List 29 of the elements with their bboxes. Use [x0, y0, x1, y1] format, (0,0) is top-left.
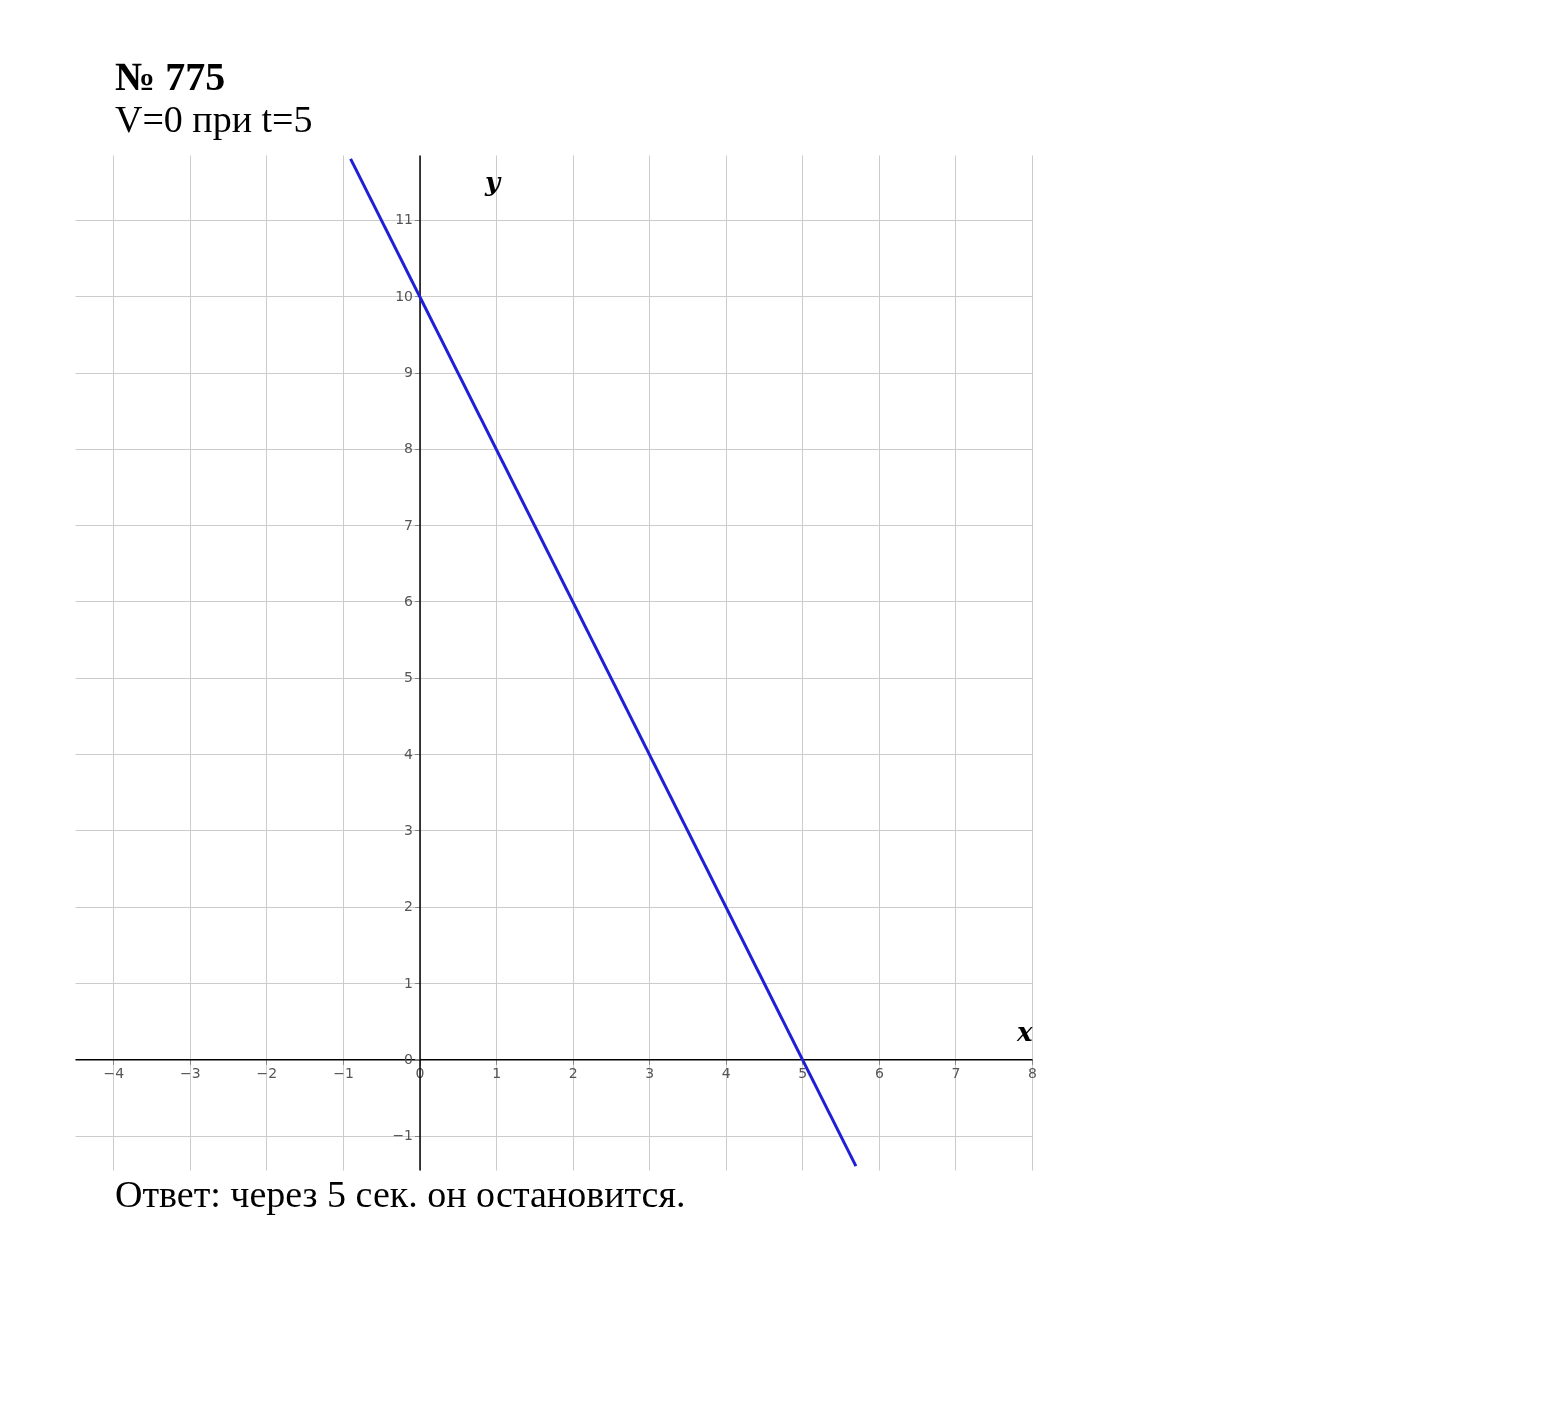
x-tick-label: −1: [333, 1064, 354, 1081]
x-tick-label: 8: [1028, 1064, 1037, 1081]
y-tick-label: 11: [395, 211, 414, 228]
text: Ответ: через 5 сек. он остановится.: [115, 1172, 686, 1216]
y-axis-title: y: [483, 166, 502, 197]
y-tick-label: 9: [404, 364, 414, 380]
x-tick-label: 1: [492, 1064, 502, 1081]
y-tick-label: 3: [404, 821, 414, 838]
y-tick-label: −1: [392, 1127, 414, 1144]
x-tick-label: −3: [180, 1064, 201, 1081]
chart-title: № 775: [115, 54, 227, 99]
x-tick-label: 5: [798, 1064, 808, 1081]
y-tick-label: 4: [404, 745, 414, 762]
x-tick-label: 7: [951, 1064, 961, 1081]
x-tick-label: 6: [874, 1064, 884, 1081]
x-tick-label: 4: [721, 1064, 731, 1081]
y-tick-label: 8: [404, 440, 414, 457]
y-tick-label: 6: [404, 592, 414, 609]
y-tick-label: 2: [404, 898, 414, 915]
y-tick-label: 5: [404, 669, 414, 686]
x-tick-label: −4: [103, 1064, 125, 1081]
y-tick-label: 1: [404, 974, 414, 991]
x-axis-title: x: [1015, 1016, 1033, 1047]
y-tick-label: 10: [395, 287, 414, 304]
x-tick-label: 3: [645, 1064, 655, 1081]
x-tick-label: 2: [568, 1064, 578, 1081]
y-tick-label: 7: [404, 516, 414, 533]
chart-subtitle: V=0 при t=5: [115, 98, 313, 140]
x-tick-label: −2: [256, 1064, 278, 1081]
